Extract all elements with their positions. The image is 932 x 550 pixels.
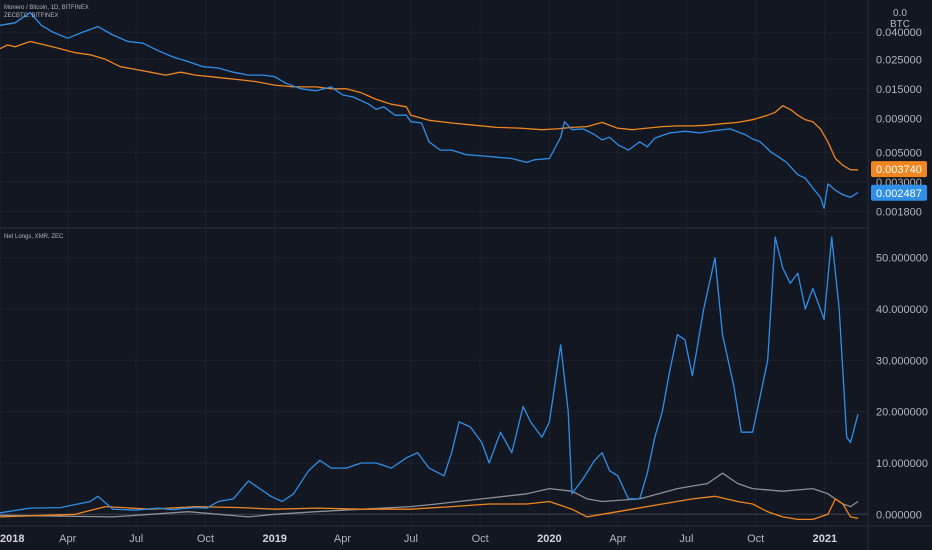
bottom-axis-tick-label: 10.000000: [876, 458, 928, 470]
last-value-badge: [871, 184, 927, 201]
series-line-gray[interactable]: [0, 472, 859, 518]
time-axis[interactable]: 2018 Apr Jul Oct 2019 Apr Jul Oct 2020 Apr Jul Oct 2…: [0, 533, 837, 545]
time-axis-label: 2020: [537, 533, 561, 545]
series-line-zecbtc[interactable]: [0, 40, 858, 171]
bottom-axis-tick-label: 20.000000: [876, 407, 928, 419]
time-axis-label: Apr: [59, 533, 76, 545]
last-value-badge: [871, 161, 927, 178]
bottom-axis-tick-label: 30.000000: [876, 355, 928, 367]
top-axis-tick-label: 0.005000: [876, 147, 922, 159]
bottom-axis-tick-label: 40.000000: [876, 304, 928, 316]
last-value-text: 0.003740: [876, 164, 922, 176]
top-axis-tick-label: 0.040000: [876, 27, 922, 39]
bottom-legend: Net Longs, XMR, ZEC: [4, 233, 63, 241]
top-axis-tick-label: 0.015000: [876, 84, 922, 96]
time-axis-label: Jul: [404, 533, 418, 545]
time-axis-label: 2019: [262, 533, 286, 545]
top-price-series: [0, 11, 859, 209]
time-axis-label: Oct: [472, 533, 489, 545]
series-line-xmr-net-longs[interactable]: [0, 236, 859, 514]
bottom-axis-tick-label: 0.000000: [876, 509, 922, 521]
time-axis-label: Jul: [129, 533, 143, 545]
time-axis-label: Apr: [609, 533, 626, 545]
axis-unit-bottom: BTC: [890, 19, 910, 30]
legend-overlay-symbol[interactable]: ZECBTC, BITFINEX: [4, 13, 59, 19]
top-axis-tick-label: 0.001800: [876, 206, 922, 218]
top-axis-tick-label: 0.009000: [876, 113, 922, 125]
series-line-zec-net-longs[interactable]: [0, 495, 859, 521]
time-axis-label: Oct: [197, 533, 214, 545]
grid-lines: [0, 0, 868, 526]
legend-main-symbol[interactable]: Monero / Bitcoin, 1D, BITFINEX: [4, 5, 89, 11]
time-axis-label: 2018: [0, 533, 24, 545]
axis-unit-top: 0.0: [893, 8, 907, 19]
bottom-net-longs-series: [0, 236, 859, 521]
time-axis-label: Apr: [334, 533, 351, 545]
time-axis-label: Oct: [747, 533, 764, 545]
time-axis-label: Jul: [679, 533, 693, 545]
bottom-axis-tick-label: 50.000000: [876, 253, 928, 265]
last-value-label[interactable]: 0.003740: [871, 161, 927, 178]
time-axis-label: 2021: [813, 533, 837, 545]
series-line-xmrbtc[interactable]: [0, 11, 859, 209]
top-axis-tick-label: 0.025000: [876, 54, 922, 66]
legend-indicator[interactable]: Net Longs, XMR, ZEC: [4, 234, 64, 240]
last-value-text: 0.002487: [876, 188, 922, 200]
last-value-label[interactable]: 0.002487: [871, 184, 927, 201]
bottom-value-axis[interactable]: 50.000000 40.000000 30.000000 20.000000 10.0…: [876, 253, 928, 522]
axis-unit-label: 0.0 BTC: [890, 8, 910, 30]
top-legend: Monero / Bitcoin, 1D, BITFINEX ZECBTC, B…: [4, 4, 89, 20]
top-price-axis[interactable]: 0.040000 0.025000 0.015000 0.009000 0.005000…: [871, 27, 927, 218]
